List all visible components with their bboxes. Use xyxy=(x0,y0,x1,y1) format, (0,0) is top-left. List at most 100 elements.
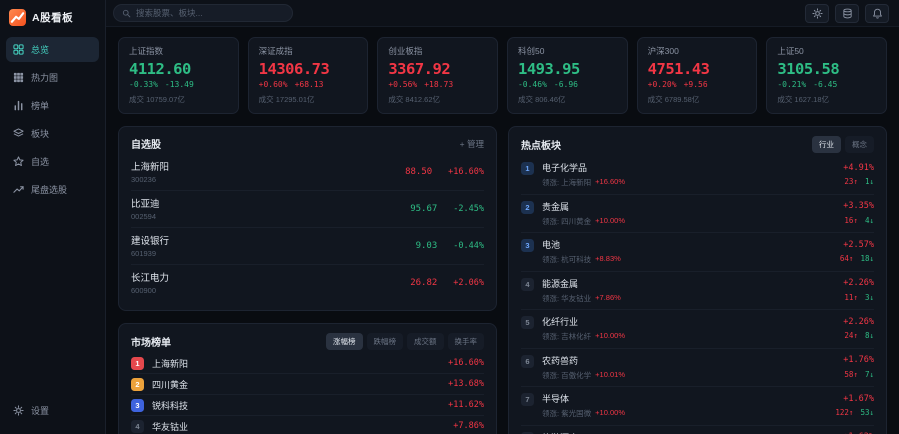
watchlist-stock: 长江电力 600900 xyxy=(131,270,169,295)
leader-change: +7.86% xyxy=(595,292,621,302)
stock-code: 600900 xyxy=(131,286,157,295)
leader-name: 领涨: 百傲化学 xyxy=(542,370,592,380)
watchlist-row[interactable]: 建设银行 601939 9.03 -0.44% xyxy=(131,227,484,264)
header-actions xyxy=(805,3,889,23)
down-count: 18↓ xyxy=(860,254,874,263)
sector-main: 电池 +2.57% 领涨: 杭可科技 +8.83% xyxy=(542,238,874,265)
sidebar-item-label: 热力图 xyxy=(31,73,59,83)
sidebar-item-label: 总览 xyxy=(31,45,50,55)
sector-leader: 领涨: 百傲化学 +10.01% xyxy=(542,370,625,381)
sector-row[interactable]: 8 旅游酒店 +1.62% 领涨: 众信旅游 xyxy=(521,424,874,434)
stock-price: 9.03 xyxy=(415,240,438,251)
stock-change: -0.44% xyxy=(453,240,484,251)
index-value: 3367.92 xyxy=(388,60,451,78)
watchlist-row[interactable]: 长江电力 600900 26.82 +2.06% xyxy=(131,264,484,301)
up-count: 64↑ xyxy=(839,254,854,263)
rank-badge: 1 xyxy=(131,356,144,370)
sector-row[interactable]: 5 化纤行业 +2.26% 领涨: 吉林化纤 xyxy=(521,309,874,348)
sector-line1: 旅游酒店 +1.62% xyxy=(542,431,874,434)
sector-row[interactable]: 3 电池 +2.57% 领涨: 杭可科技 xyxy=(521,232,874,271)
left-column: 自选股 + 管理 上海新阳 300236 xyxy=(118,126,497,434)
search-box[interactable] xyxy=(113,4,293,22)
sectors-tab[interactable]: 行业 xyxy=(812,136,841,153)
sidebar-item-settings[interactable]: 设置 xyxy=(6,398,99,423)
index-change: -0.46% -6.96 xyxy=(518,80,617,89)
index-value: 14306.73 xyxy=(258,60,330,78)
rankings-tabs: 涨幅榜 跌幅榜 成交额 换手率 xyxy=(326,333,484,350)
index-card[interactable]: 上证50 3105.58 -0.21% -6.45 成交 1627.18亿 xyxy=(766,37,887,114)
sector-row[interactable]: 7 半导体 +1.67% 领涨: 紫光国微 xyxy=(521,386,874,425)
leader-change: +10.00% xyxy=(595,215,625,225)
rankings-tab[interactable]: 成交额 xyxy=(407,333,444,350)
sector-row[interactable]: 1 电子化学品 +4.91% 领涨: 上海新阳 xyxy=(521,156,874,194)
ranking-row[interactable]: 2 四川黄金 +13.68% xyxy=(131,373,484,394)
index-change-delta: -13.49 xyxy=(164,80,194,89)
notifications-button[interactable] xyxy=(865,3,889,23)
sector-name: 能源金属 xyxy=(542,278,579,289)
watchlist-row[interactable]: 比亚迪 002594 95.67 -2.45% xyxy=(131,190,484,227)
index-card[interactable]: 深证成指 14306.73 +0.60% +68.13 成交 17295.01亿 xyxy=(247,37,369,114)
index-turnover: 成交 8412.62亿 xyxy=(388,95,441,104)
sidebar-item-label: 榜单 xyxy=(31,101,50,111)
sidebar-item-label: 板块 xyxy=(31,129,50,139)
sectors-tab[interactable]: 概念 xyxy=(845,136,874,153)
index-change-pct: -0.46% xyxy=(517,80,547,89)
sidebar: A股看板 总览 热力图 榜单 板块 自选 xyxy=(0,0,106,434)
sector-counts: 16↑ 4↓ xyxy=(844,216,874,227)
ranking-row[interactable]: 1 上海新阳 +16.60% xyxy=(131,353,484,373)
sector-row[interactable]: 2 贵金属 +3.35% 领涨: 四川黄金 xyxy=(521,193,874,233)
stock-name: 上海新阳 xyxy=(131,162,170,173)
rankings-header: 市场榜单 涨幅榜 跌幅榜 成交额 换手率 xyxy=(131,333,484,350)
sector-change: +2.57% xyxy=(843,239,874,250)
rankings-title: 市场榜单 xyxy=(131,338,171,349)
index-card[interactable]: 科创50 1493.95 -0.46% -6.96 成交 806.46亿 xyxy=(506,37,628,114)
stock-code: 300236 xyxy=(131,175,157,184)
stock-price: 95.67 xyxy=(410,203,438,214)
sidebar-item-sectors[interactable]: 板块 xyxy=(6,121,99,146)
sector-main: 电子化学品 +4.91% 领涨: 上海新阳 +16.60% xyxy=(542,161,874,188)
index-card[interactable]: 创业板指 3367.92 +0.56% +18.73 成交 8412.62亿 xyxy=(377,37,498,114)
ranking-row[interactable]: 4 华友钴业 +7.86% xyxy=(131,415,484,434)
sun-icon xyxy=(811,7,823,19)
index-card[interactable]: 沪深300 4751.43 +0.20% +9.56 成交 6789.58亿 xyxy=(636,37,758,114)
sector-change: +4.91% xyxy=(843,162,874,173)
watchlist-row[interactable]: 上海新阳 300236 88.50 +16.60% xyxy=(131,154,484,190)
sector-rank-badge: 2 xyxy=(521,200,534,214)
sidebar-item-tail-stock-pick[interactable]: 尾盘选股 xyxy=(6,177,99,202)
rankings-tab[interactable]: 换手率 xyxy=(447,333,484,350)
rankings-tab[interactable]: 跌幅榜 xyxy=(366,333,403,350)
sidebar-item-heatmap[interactable]: 热力图 xyxy=(6,65,99,90)
search-input[interactable] xyxy=(136,8,284,18)
rank-badge: 4 xyxy=(131,419,144,433)
ranking-row[interactable]: 3 锐科科技 +11.62% xyxy=(131,394,484,415)
stock-name: 长江电力 xyxy=(131,273,170,284)
down-count: 3↓ xyxy=(864,292,874,302)
rankings-tab[interactable]: 涨幅榜 xyxy=(326,333,363,350)
leader-name: 领涨: 吉林化纤 xyxy=(542,332,592,341)
sector-rank-badge: 1 xyxy=(521,162,534,175)
index-change-delta: +18.73 xyxy=(424,80,454,89)
up-count: 24↑ xyxy=(844,331,858,340)
sidebar-item-rankings[interactable]: 榜单 xyxy=(6,93,99,118)
sidebar-item-overview[interactable]: 总览 xyxy=(6,37,99,62)
main-column: 上证指数 4112.60 -0.33% -13.49 成交 10759.07亿 … xyxy=(106,0,899,434)
sector-main: 旅游酒店 +1.62% 领涨: 众信旅游 +10.05% xyxy=(542,431,874,434)
star-icon xyxy=(13,156,24,167)
sector-row[interactable]: 4 能源金属 +2.26% 领涨: 华友钴业 xyxy=(521,270,874,310)
index-change: -0.21% -6.45 xyxy=(777,80,876,89)
theme-toggle-button[interactable] xyxy=(805,3,829,23)
sector-change: +1.62% xyxy=(843,432,874,434)
sector-line2: 领涨: 百傲化学 +10.01% 58↑ 7↓ xyxy=(542,370,874,381)
leader-name: 领涨: 四川黄金 xyxy=(542,216,592,226)
sector-counts: 64↑ 18↓ xyxy=(840,254,874,265)
sector-row[interactable]: 6 农药兽药 +1.76% 领涨: 百傲化学 xyxy=(521,347,874,387)
index-change: -0.33% -13.49 xyxy=(129,80,228,89)
manage-watchlist-button[interactable]: + 管理 xyxy=(459,138,484,149)
sidebar-item-watchlist[interactable]: 自选 xyxy=(6,149,99,174)
stock-name: 锐科科技 xyxy=(152,400,189,411)
sectors-tabs: 行业 概念 xyxy=(812,136,874,153)
index-card[interactable]: 上证指数 4112.60 -0.33% -13.49 成交 10759.07亿 xyxy=(118,37,239,114)
index-change-pct: -0.33% xyxy=(129,80,158,89)
data-source-button[interactable] xyxy=(835,3,859,23)
